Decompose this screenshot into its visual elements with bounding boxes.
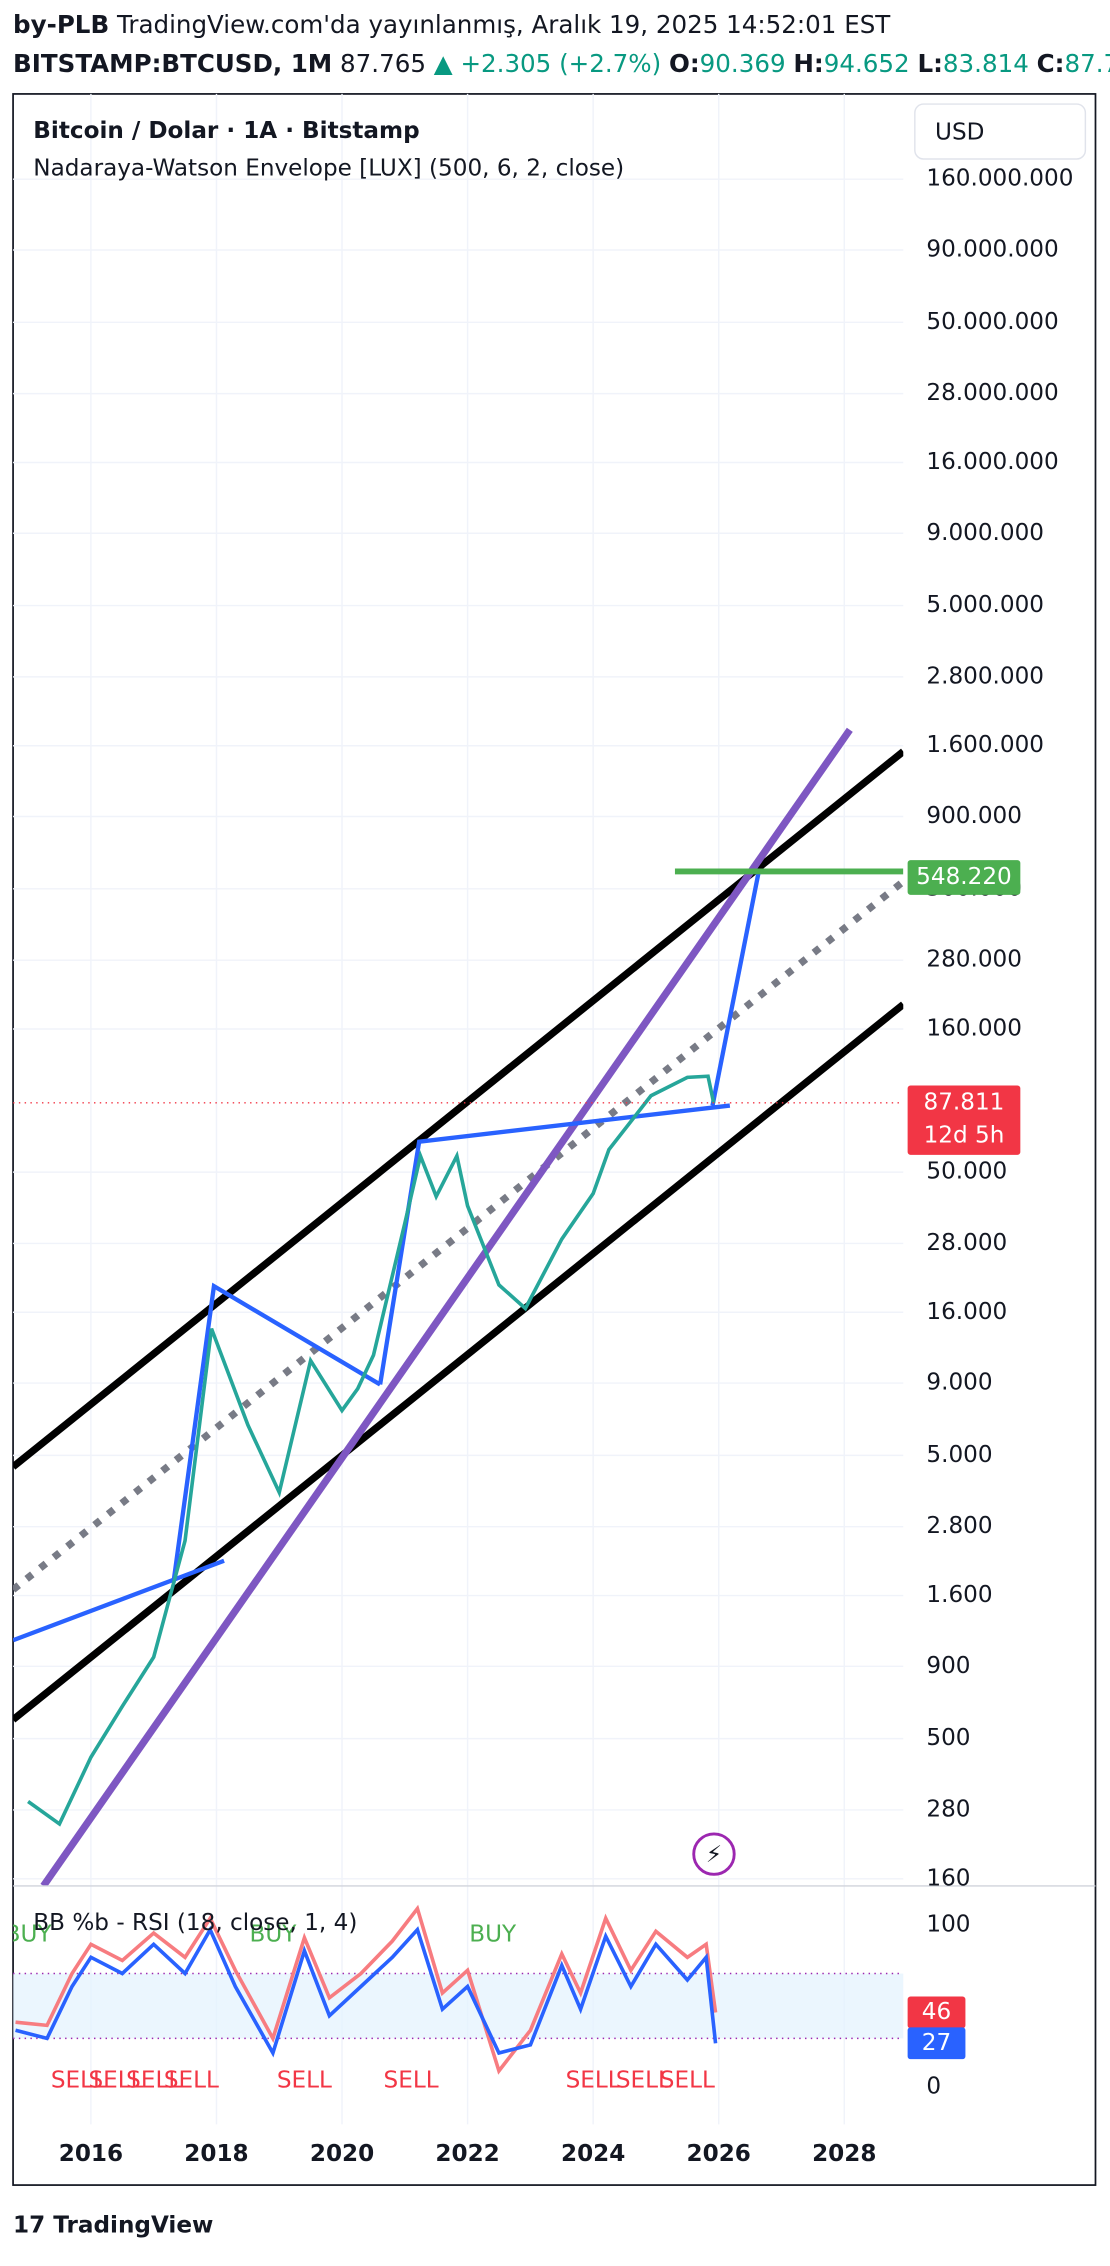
signal-label: BUY <box>469 1922 517 1948</box>
header-line: by-PLB TradingView.com'da yayınlanmış, A… <box>13 10 891 39</box>
label: O: <box>669 49 700 78</box>
legend-title: Bitcoin / Dolar · 1A · Bitstamp <box>33 118 419 144</box>
y-tick-label: 16.000 <box>926 1299 1007 1325</box>
rsi-title: BB %b - RSI (18, close, 1, 4) <box>33 1910 357 1936</box>
x-tick-label: 2016 <box>59 2141 123 2167</box>
x-tick-label: 2022 <box>435 2141 499 2167</box>
y-tick-label: 1.600 <box>926 1582 992 1608</box>
y-tick-label: 100 <box>926 1911 970 1937</box>
channel-mid <box>13 878 904 1593</box>
price-tag <box>907 860 1021 895</box>
brand-icon: 𝟭𝟳 <box>13 2212 53 2238</box>
published: TradingView.com'da yayınlanmış, Aralık 1… <box>116 10 891 39</box>
rsi-line <box>15 1925 718 2058</box>
price-series <box>13 1074 904 1827</box>
alert-icon[interactable] <box>692 1832 736 1876</box>
y-tick-label: 900.000 <box>926 803 1022 829</box>
signal-label: BUY <box>5 1922 53 1948</box>
y-tick-label: 500 <box>926 1725 970 1751</box>
frame <box>12 93 1097 2186</box>
blue-line <box>13 1558 225 1643</box>
price: 87.765 <box>340 49 426 78</box>
currency: USD <box>935 119 984 145</box>
price-tag-label: 548.220 <box>916 864 1012 890</box>
high: 94.652 <box>824 49 910 78</box>
price-tag-note: 12d 5h <box>924 1123 1005 1149</box>
y-tick-label: 2.800.000 <box>926 663 1044 689</box>
alert-icon-glyph: ⚡ <box>706 1842 722 1868</box>
y-tick-label: 2.800 <box>926 1513 992 1539</box>
blue-line <box>710 871 761 1106</box>
y-tick-label: 9.000.000 <box>926 520 1044 546</box>
price-line <box>27 1074 716 1827</box>
up-arrow: ▲ <box>434 49 453 78</box>
signal-label: SELL <box>660 2068 715 2094</box>
indicator-title: Nadaraya-Watson Envelope [LUX] (500, 6, … <box>33 156 624 182</box>
x-tick-label: 2020 <box>310 2141 374 2167</box>
quote-line: BITSTAMP:BTCUSD, 1M 87.765 ▲ +2.305 (+2.… <box>13 49 1110 78</box>
signal-label: SELL <box>277 2068 332 2094</box>
label: L: <box>917 49 942 78</box>
value-tag <box>907 2027 966 2060</box>
y-tick-label: 0 <box>926 2074 941 2100</box>
y-tick-label: 160.000 <box>926 1016 1022 1042</box>
x-tick-label: 2024 <box>561 2141 625 2167</box>
signal-label: SELL <box>616 2068 671 2094</box>
y-tick-label: 900 <box>926 1653 970 1679</box>
change: +2.305 (+2.7%) <box>460 49 661 78</box>
signal-label: SELL <box>126 2068 181 2094</box>
low: 83.814 <box>943 49 1029 78</box>
symbol: BITSTAMP:BTCUSD, 1M <box>13 49 332 78</box>
label: C: <box>1037 49 1065 78</box>
close: 87.765 <box>1064 49 1110 78</box>
signal-label: SELL <box>164 2068 219 2094</box>
y-tick-label: 28.000.000 <box>926 380 1058 406</box>
level-band <box>13 1973 904 2039</box>
x-tick-label: 2018 <box>184 2141 248 2167</box>
y-tick-label: 16.000.000 <box>926 449 1058 475</box>
open: 90.369 <box>700 49 786 78</box>
currency-button[interactable] <box>914 103 1087 160</box>
label: H: <box>793 49 823 78</box>
brand: 𝟭𝟳 TradingView <box>13 2212 213 2238</box>
y-tick-label: 9.000 <box>926 1370 992 1396</box>
y-tick-label: 1.600.000 <box>926 732 1044 758</box>
value-tag-label: 46 <box>922 1999 951 2025</box>
header-mask <box>0 80 1110 96</box>
y-tick-label: 160 <box>926 1865 970 1891</box>
y-tick-label: 280 <box>926 1796 970 1822</box>
y-tick-label: 50.000 <box>926 1159 1007 1185</box>
signal-label: SELL <box>384 2068 439 2094</box>
brand-name: TradingView <box>53 2212 213 2238</box>
x-tick-label: 2026 <box>687 2141 751 2167</box>
x-tick-label: 2028 <box>812 2141 876 2167</box>
y-tick-label: 28.000 <box>926 1230 1007 1256</box>
signal-label: SELL <box>566 2068 621 2094</box>
rsi-line <box>15 1904 718 2075</box>
channel-lower <box>13 1001 904 1723</box>
y-tick-label: 280.000 <box>926 947 1022 973</box>
signal-label: SELL <box>89 2068 144 2094</box>
blue-line <box>377 1103 731 1385</box>
blue-line <box>171 1282 382 1583</box>
value-tag-label: 27 <box>922 2030 951 2056</box>
author: by-PLB <box>13 10 109 39</box>
y-tick-label: 5.000.000 <box>926 592 1044 618</box>
price-tag <box>907 1085 1021 1155</box>
price-tag-label: 87.811 <box>924 1089 1005 1115</box>
y-tick-label: 90.000.000 <box>926 236 1058 262</box>
signal-label: SELL <box>51 2068 106 2094</box>
drawings: ⚡ <box>13 727 904 1886</box>
y-tick-label: 160.000.000 <box>926 166 1073 192</box>
purple-trend <box>40 727 853 1886</box>
signal-label: BUY <box>250 1922 298 1948</box>
y-tick-label: 50.000.000 <box>926 309 1058 335</box>
y-tick-label: 5.000 <box>926 1442 992 1468</box>
value-tag <box>907 1996 966 2029</box>
